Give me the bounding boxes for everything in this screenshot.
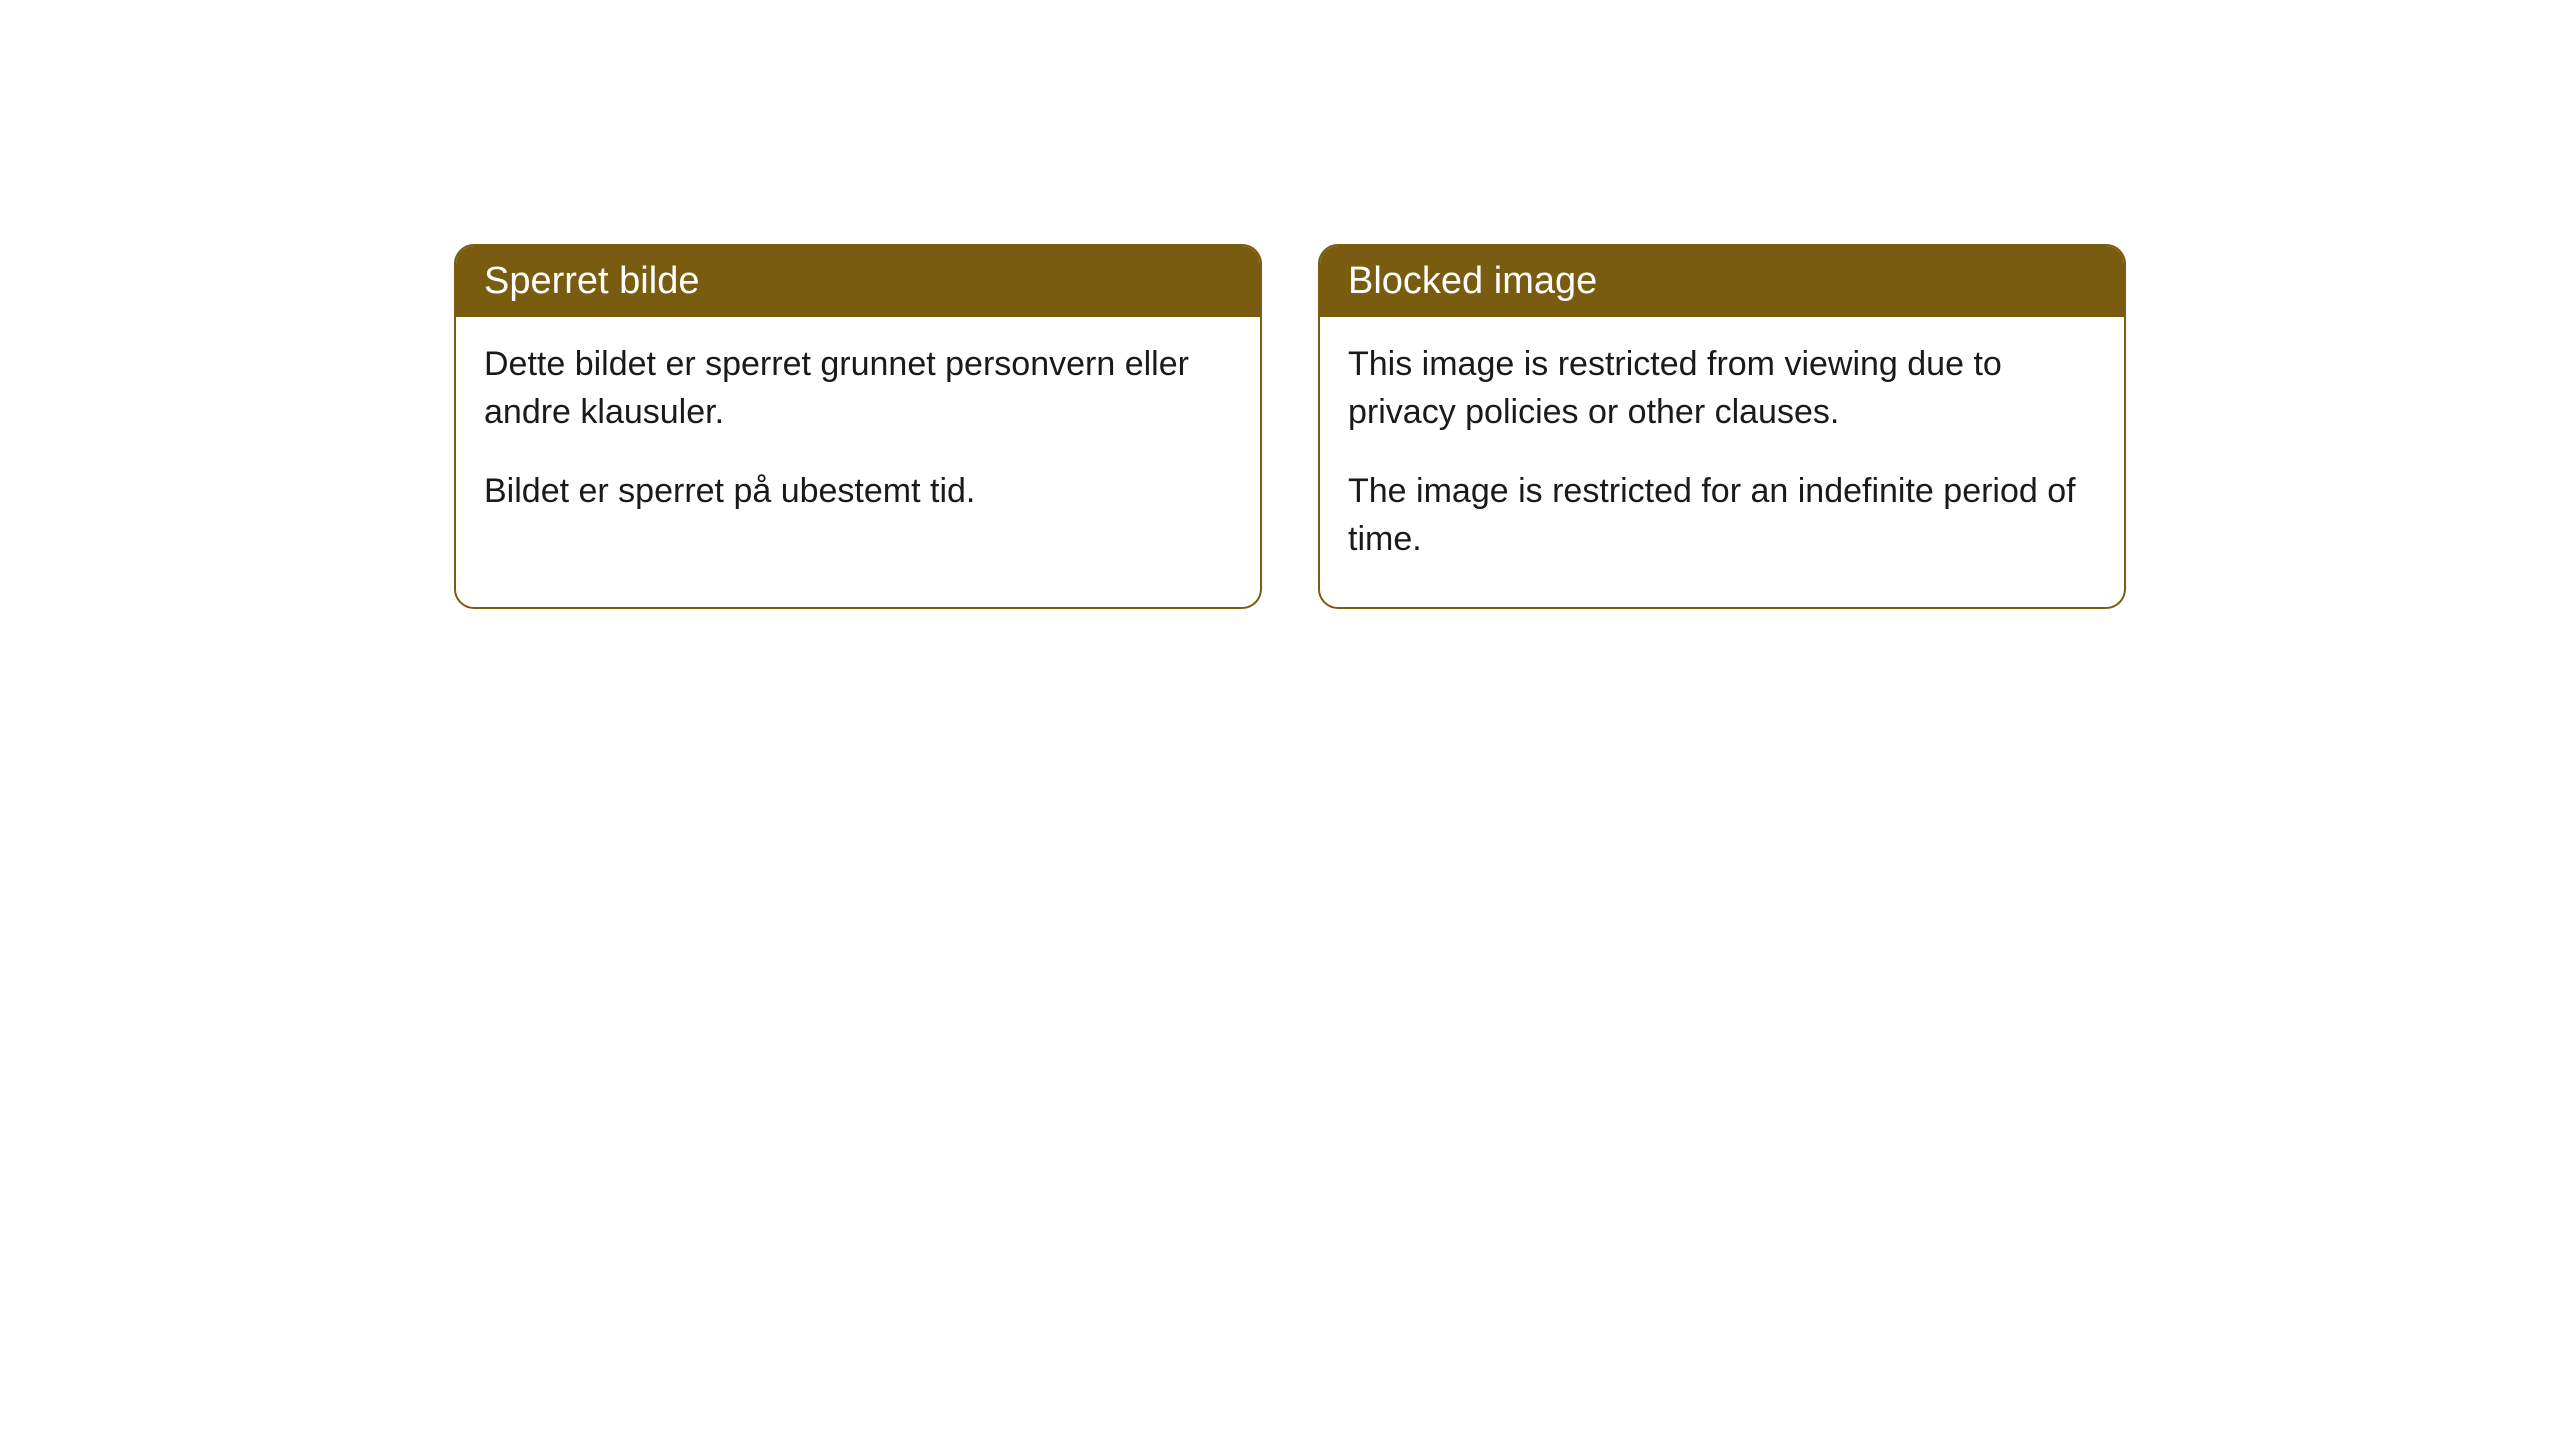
card-header: Sperret bilde xyxy=(456,246,1260,317)
notice-container: Sperret bilde Dette bildet er sperret gr… xyxy=(0,0,2560,609)
card-title: Blocked image xyxy=(1348,260,1597,302)
blocked-image-card-english: Blocked image This image is restricted f… xyxy=(1318,244,2126,609)
blocked-image-card-norwegian: Sperret bilde Dette bildet er sperret gr… xyxy=(454,244,1262,609)
card-paragraph-2: Bildet er sperret på ubestemt tid. xyxy=(484,468,1232,516)
card-header: Blocked image xyxy=(1320,246,2124,317)
card-body: Dette bildet er sperret grunnet personve… xyxy=(456,317,1260,560)
card-paragraph-1: This image is restricted from viewing du… xyxy=(1348,341,2096,436)
card-body: This image is restricted from viewing du… xyxy=(1320,317,2124,607)
card-paragraph-2: The image is restricted for an indefinit… xyxy=(1348,468,2096,563)
card-paragraph-1: Dette bildet er sperret grunnet personve… xyxy=(484,341,1232,436)
card-title: Sperret bilde xyxy=(484,260,699,302)
